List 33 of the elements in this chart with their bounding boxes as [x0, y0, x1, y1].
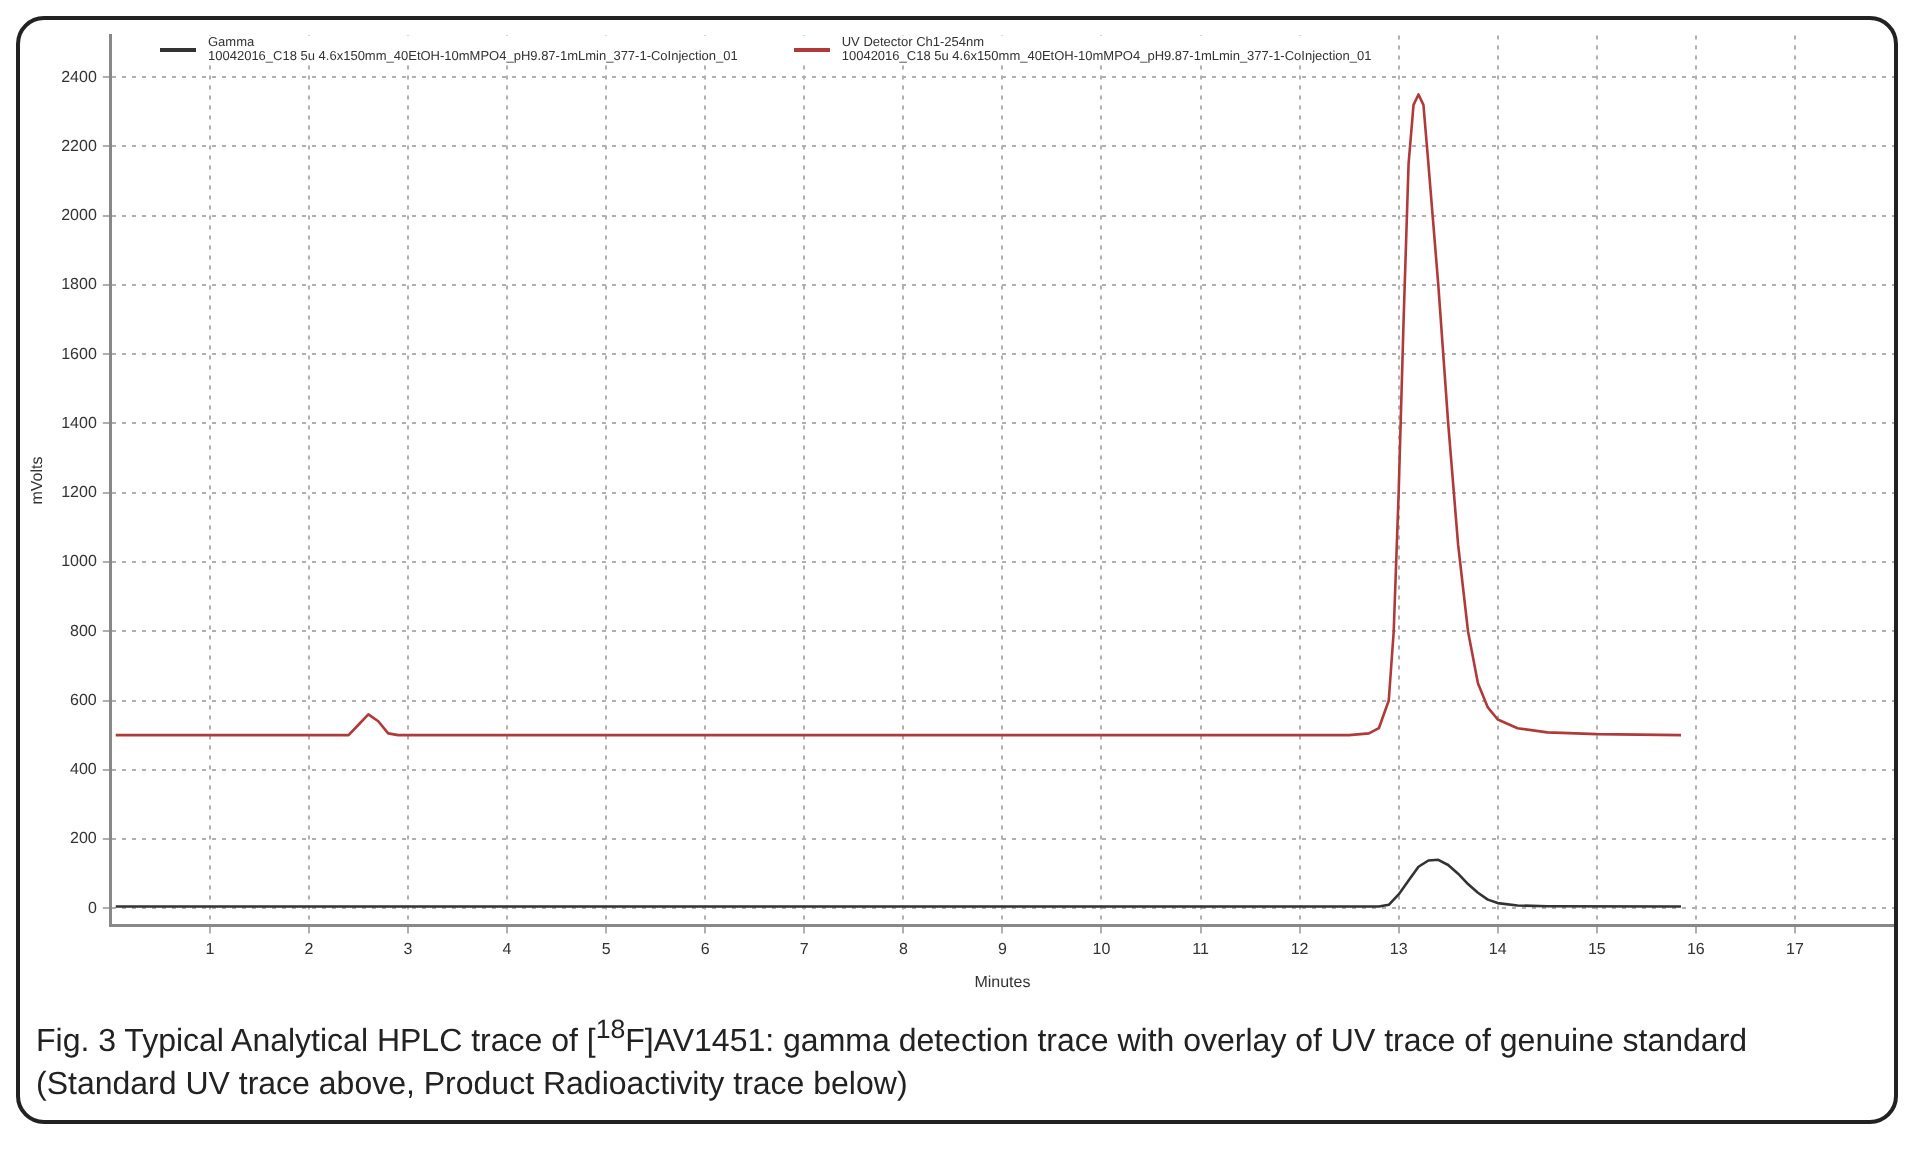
x-tick-label: 1 [205, 939, 216, 958]
x-axis-title: Minutes [974, 972, 1031, 991]
x-tick-label: 10 [1092, 939, 1112, 958]
y-tick-label: 1000 [61, 552, 98, 571]
x-tick-label: 2 [304, 939, 315, 958]
y-tick-label: 200 [70, 829, 98, 848]
x-tick-label: 3 [403, 939, 414, 958]
x-tick-label: 9 [997, 939, 1008, 958]
y-tick-label: 800 [70, 621, 98, 640]
y-tick-label: 2000 [61, 206, 98, 225]
x-tick-label: 5 [601, 939, 612, 958]
y-tick-label: 1600 [61, 344, 98, 363]
x-tick-label: 4 [502, 939, 513, 958]
y-tick-label: 0 [87, 898, 98, 917]
y-tick-label: 1200 [61, 483, 98, 502]
x-tick-label: 6 [700, 939, 711, 958]
y-tick-label: 600 [70, 690, 98, 709]
x-tick-label: 13 [1389, 939, 1409, 958]
y-axis-title: mVolts [28, 456, 47, 505]
y-tick-label: 2200 [61, 136, 98, 155]
x-tick-label: 14 [1488, 939, 1508, 958]
x-tick-label: 7 [799, 939, 810, 958]
caption: Fig. 3 Typical Analytical HPLC trace of [$^{18}$F]AV1451: gamma detection trace with overlay of UV trace of genuine standard (Standard UV trace above, Product Radioactivity trace below) [34, 1012, 1750, 1107]
x-tick-label: 15 [1587, 939, 1607, 958]
y-tick-label: 1400 [61, 413, 98, 432]
x-tick-label: 17 [1786, 939, 1805, 958]
x-tick-label: 16 [1686, 939, 1706, 958]
y-tick-label: 1800 [61, 275, 98, 294]
x-tick-label: 11 [1192, 939, 1210, 958]
y-tick-label: 400 [70, 760, 98, 779]
x-tick-label: 12 [1290, 939, 1310, 958]
x-tick-label: 8 [898, 939, 909, 958]
y-tick-label: 2400 [61, 67, 98, 86]
